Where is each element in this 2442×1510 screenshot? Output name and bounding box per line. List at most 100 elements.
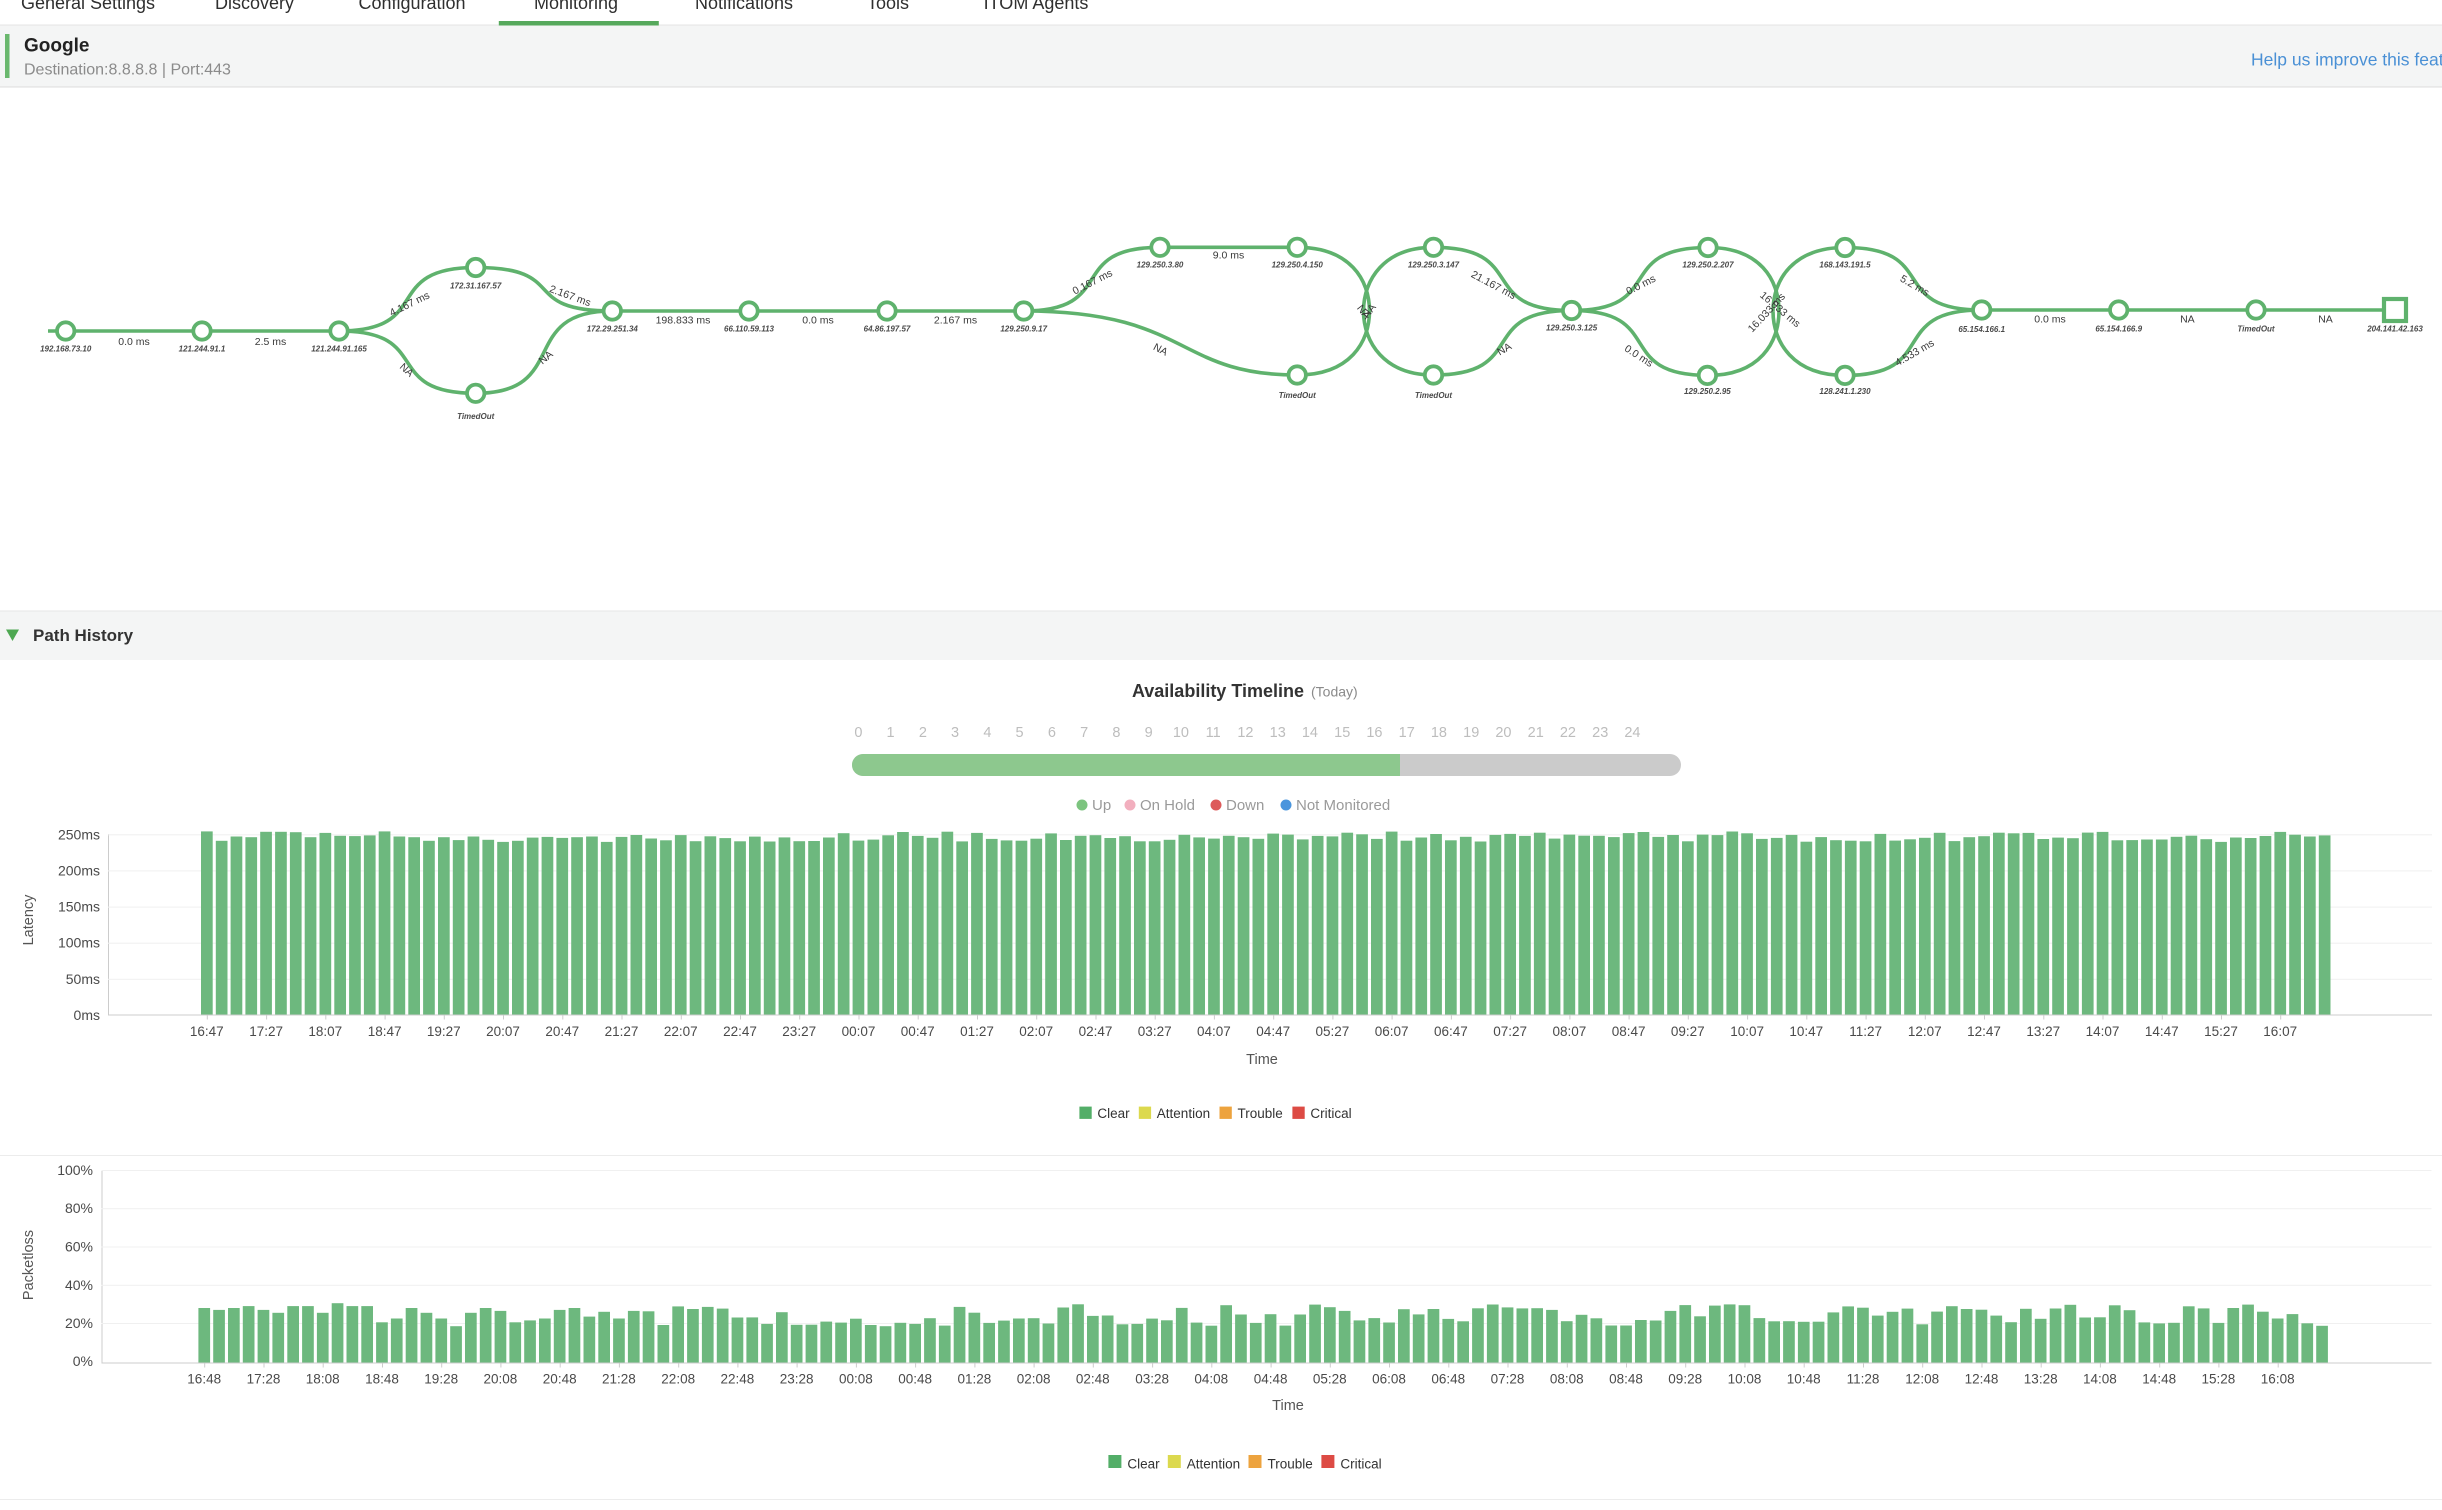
svg-text:60%: 60% [65,1239,93,1255]
svg-text:00:07: 00:07 [842,1024,876,1039]
svg-text:129.250.3.80: 129.250.3.80 [1137,261,1184,270]
svg-text:16: 16 [1366,725,1382,741]
svg-text:02:48: 02:48 [1076,1372,1110,1387]
svg-text:TimedOut: TimedOut [2237,325,2275,334]
svg-text:Attention: Attention [1187,1456,1240,1471]
svg-text:9: 9 [1145,725,1153,741]
svg-text:12:48: 12:48 [1965,1372,1999,1387]
svg-text:18:08: 18:08 [306,1372,340,1387]
svg-text:14:08: 14:08 [2083,1372,2117,1387]
svg-text:64.86.197.57: 64.86.197.57 [864,324,911,333]
svg-text:129.250.3.147: 129.250.3.147 [1408,261,1460,270]
svg-text:Not Monitored: Not Monitored [1296,797,1390,814]
svg-text:Trouble: Trouble [1268,1456,1313,1471]
svg-text:2: 2 [919,725,927,741]
svg-text:65.154.166.1: 65.154.166.1 [1958,325,2005,334]
svg-text:Down: Down [1226,797,1264,814]
svg-text:80%: 80% [65,1200,93,1216]
svg-text:NA: NA [2318,314,2333,326]
svg-text:07:28: 07:28 [1491,1372,1525,1387]
svg-text:22: 22 [1560,725,1576,741]
svg-text:06:48: 06:48 [1431,1372,1465,1387]
svg-text:(Today): (Today) [1311,684,1358,700]
svg-text:0.0 ms: 0.0 ms [2034,314,2066,326]
svg-text:18:07: 18:07 [308,1024,342,1039]
svg-text:04:07: 04:07 [1197,1024,1231,1039]
svg-text:14:48: 14:48 [2142,1372,2176,1387]
svg-text:14: 14 [1302,725,1318,741]
svg-text:Clear: Clear [1097,1106,1130,1121]
svg-text:10: 10 [1173,725,1189,741]
svg-text:65.154.166.9: 65.154.166.9 [2095,325,2142,334]
svg-text:9.0 ms: 9.0 ms [1213,250,1245,262]
svg-text:22:47: 22:47 [723,1024,757,1039]
svg-text:07:27: 07:27 [1493,1024,1527,1039]
svg-text:50ms: 50ms [66,971,100,987]
svg-text:00:48: 00:48 [898,1372,932,1387]
svg-text:06:08: 06:08 [1372,1372,1406,1387]
svg-text:Critical: Critical [1340,1456,1381,1471]
svg-text:66.110.59.113: 66.110.59.113 [724,324,775,333]
svg-text:11: 11 [1206,725,1221,741]
svg-text:128.241.1.230: 128.241.1.230 [1819,387,1871,396]
svg-text:20:07: 20:07 [486,1024,520,1039]
svg-text:12:08: 12:08 [1905,1372,1939,1387]
svg-text:15: 15 [1334,725,1350,741]
svg-text:10:48: 10:48 [1787,1372,1821,1387]
svg-text:3: 3 [951,725,959,741]
svg-text:08:48: 08:48 [1609,1372,1643,1387]
svg-text:100%: 100% [57,1162,93,1178]
svg-text:13: 13 [1270,725,1286,741]
svg-text:0.0 ms: 0.0 ms [118,336,150,348]
svg-text:04:47: 04:47 [1256,1024,1290,1039]
svg-text:03:27: 03:27 [1138,1024,1172,1039]
svg-text:23: 23 [1592,725,1608,741]
svg-text:7: 7 [1080,725,1088,741]
svg-text:192.168.73.10: 192.168.73.10 [40,344,92,353]
svg-text:Attention: Attention [1157,1106,1210,1121]
svg-text:11:28: 11:28 [1847,1372,1880,1387]
svg-text:13:28: 13:28 [2024,1372,2058,1387]
svg-text:Configuration: Configuration [358,0,465,13]
svg-text:17:28: 17:28 [247,1372,281,1387]
svg-text:0.0 ms: 0.0 ms [802,315,834,327]
svg-text:5: 5 [1016,725,1024,741]
svg-text:15:27: 15:27 [2204,1024,2238,1039]
svg-text:0%: 0% [73,1353,93,1369]
svg-text:Latency: Latency [21,894,37,946]
svg-text:TimedOut: TimedOut [457,412,495,421]
svg-text:129.250.4.150: 129.250.4.150 [1272,261,1324,270]
svg-text:Critical: Critical [1310,1106,1351,1121]
svg-text:08:08: 08:08 [1550,1372,1584,1387]
svg-text:121.244.91.1: 121.244.91.1 [179,344,226,353]
svg-text:08:07: 08:07 [1553,1024,1587,1039]
svg-text:19:28: 19:28 [424,1372,458,1387]
svg-text:05:28: 05:28 [1313,1372,1347,1387]
svg-text:02:08: 02:08 [1017,1372,1051,1387]
svg-text:18:48: 18:48 [365,1372,399,1387]
svg-text:14:07: 14:07 [2086,1024,2120,1039]
svg-text:16:08: 16:08 [2261,1372,2295,1387]
svg-text:20%: 20% [65,1315,93,1331]
svg-text:Packetloss: Packetloss [21,1230,37,1300]
svg-text:10:07: 10:07 [1730,1024,1764,1039]
svg-text:18: 18 [1431,725,1447,741]
svg-text:General Settings: General Settings [21,0,155,13]
svg-text:0ms: 0ms [74,1007,100,1023]
svg-text:21:28: 21:28 [602,1372,636,1387]
svg-text:00:08: 00:08 [839,1372,873,1387]
svg-text:23:27: 23:27 [782,1024,816,1039]
svg-text:150ms: 150ms [58,899,100,915]
svg-text:Availability Timeline: Availability Timeline [1132,681,1304,701]
svg-text:12:07: 12:07 [1908,1024,1942,1039]
svg-text:02:07: 02:07 [1019,1024,1053,1039]
svg-text:2.167 ms: 2.167 ms [934,315,977,327]
svg-text:Up: Up [1092,797,1111,814]
svg-text:40%: 40% [65,1277,93,1293]
svg-text:11:27: 11:27 [1849,1024,1882,1039]
svg-text:4: 4 [983,725,991,741]
svg-text:17: 17 [1399,725,1415,741]
svg-text:204.141.42.163: 204.141.42.163 [2366,325,2423,334]
svg-text:06:07: 06:07 [1375,1024,1409,1039]
svg-text:16:48: 16:48 [187,1372,221,1387]
